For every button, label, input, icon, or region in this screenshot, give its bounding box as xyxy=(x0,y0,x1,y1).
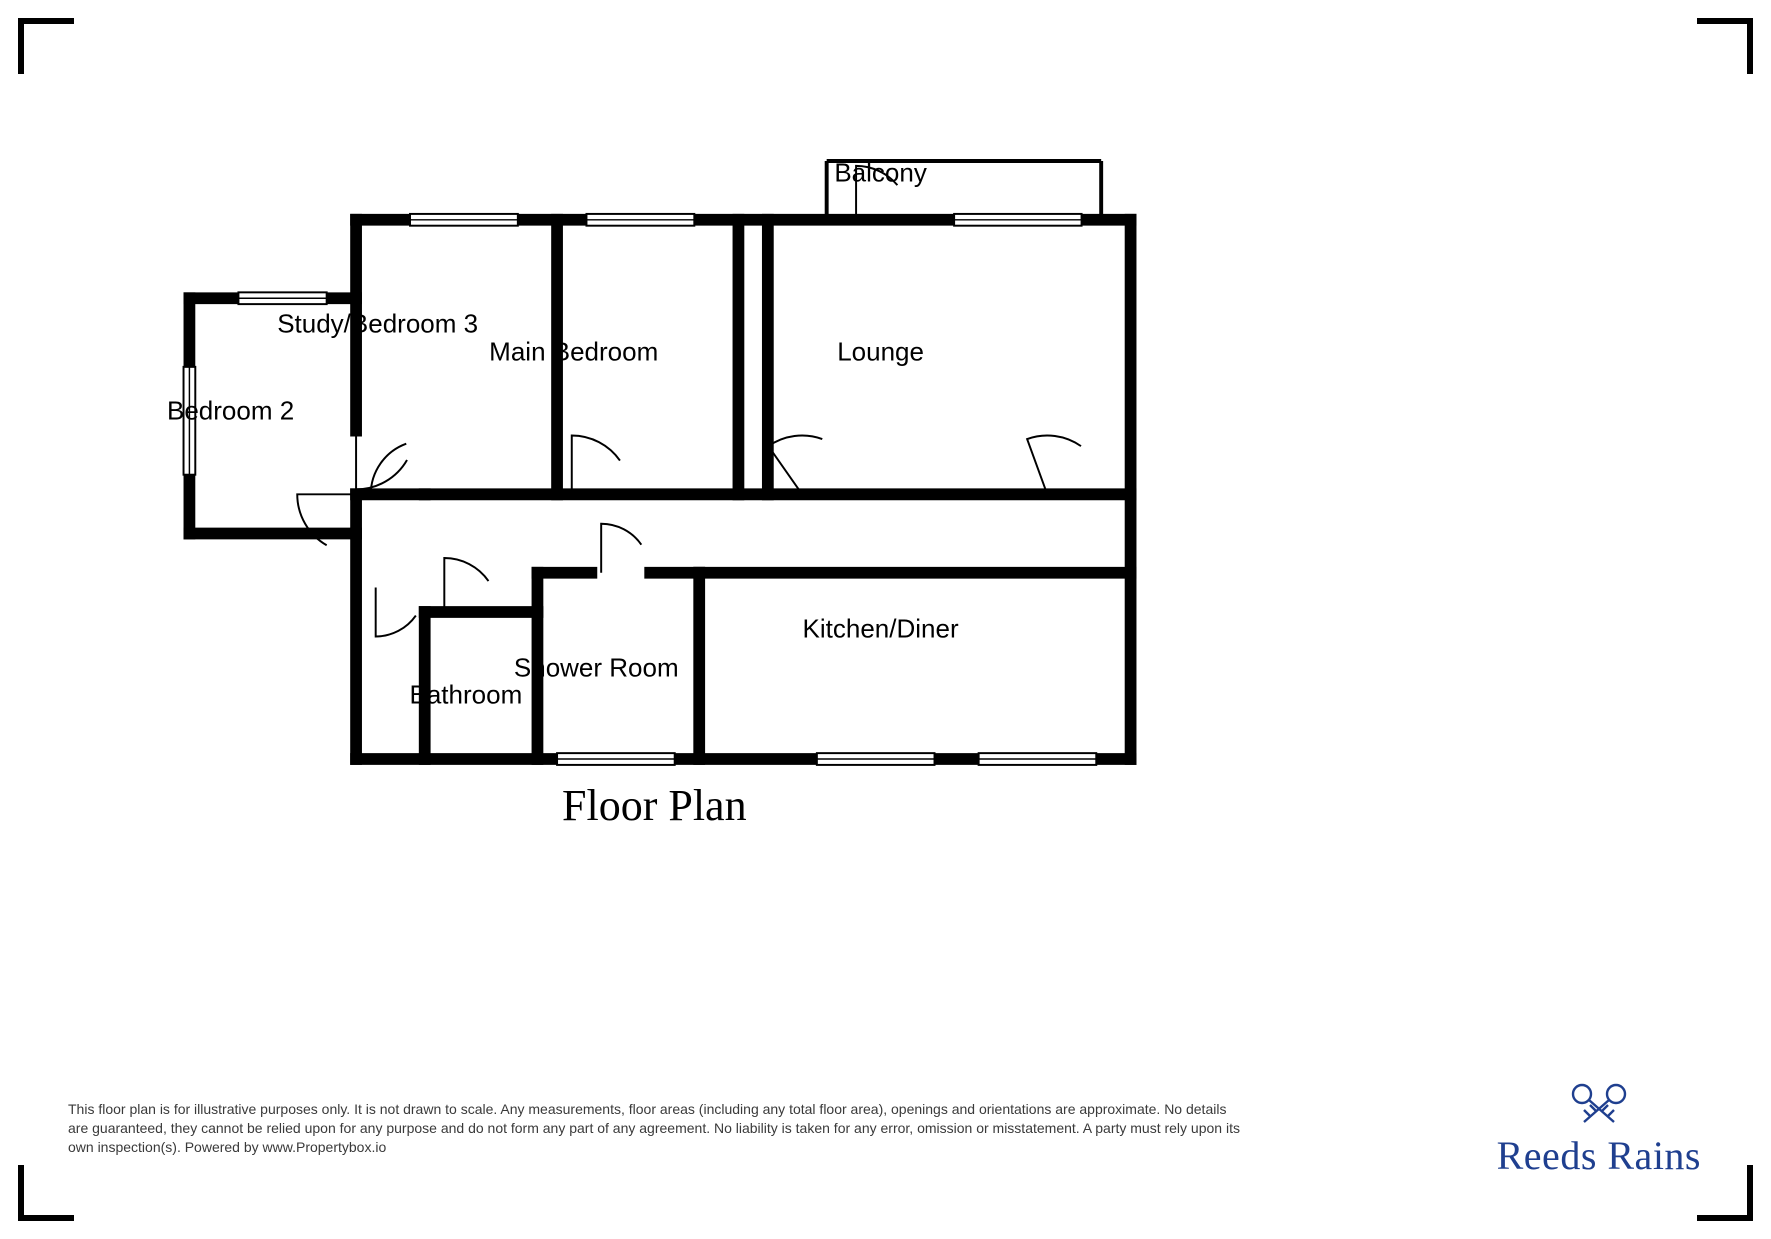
window xyxy=(586,214,694,226)
floor-plan-svg xyxy=(160,110,1160,810)
door-swing xyxy=(371,444,425,495)
door-swing xyxy=(356,431,407,490)
door-swing xyxy=(376,587,416,636)
room-label-bedroom2: Bedroom 2 xyxy=(167,395,294,426)
room-label-balcony: Balcony xyxy=(834,157,927,188)
floorplan-title: Floor Plan xyxy=(562,780,747,831)
room-label-lounge: Lounge xyxy=(837,337,924,368)
room-label-kitchen: Kitchen/Diner xyxy=(803,614,959,645)
window xyxy=(238,292,326,304)
window xyxy=(817,753,935,765)
room-label-bathroom: Bathroom xyxy=(410,680,523,711)
crop-mark-bottom-left xyxy=(18,1165,74,1221)
door-swing xyxy=(768,435,822,494)
window xyxy=(410,214,518,226)
door-swing xyxy=(601,524,641,573)
room-label-study: Study/Bedroom 3 xyxy=(277,309,478,340)
door-swing xyxy=(444,558,488,612)
door-swing xyxy=(1027,435,1081,494)
disclaimer-text: This floor plan is for illustrative purp… xyxy=(68,1100,1248,1157)
room-label-shower: Shower Room xyxy=(514,652,679,683)
crop-mark-top-right xyxy=(1697,18,1753,74)
crop-mark-top-left xyxy=(18,18,74,74)
floorplan-document: Balcony Study/Bedroom 3 Main Bedroom Lounge… xyxy=(0,0,1771,1239)
room-label-main_bedroom: Main Bedroom xyxy=(489,337,658,368)
brand-logo: Reeds Rains xyxy=(1497,1078,1701,1179)
keys-icon xyxy=(1564,1078,1634,1126)
window xyxy=(954,214,1081,226)
window xyxy=(557,753,675,765)
brand-name: Reeds Rains xyxy=(1497,1132,1701,1179)
window xyxy=(979,753,1097,765)
crop-mark-bottom-right xyxy=(1697,1165,1753,1221)
door-swing xyxy=(572,435,620,494)
